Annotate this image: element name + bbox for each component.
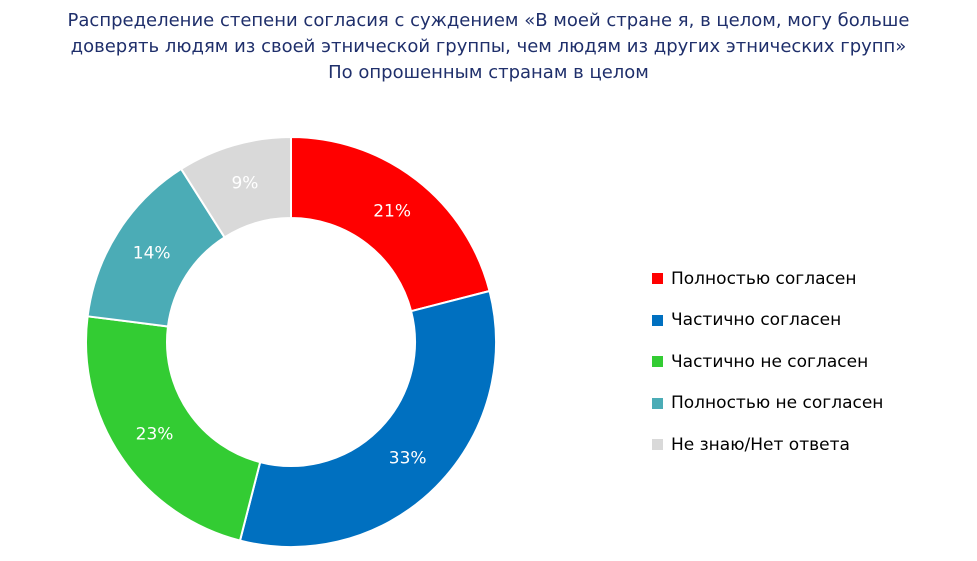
slice-label-partly-disagree: 23% xyxy=(136,425,174,445)
legend-item-dont-know: Не знаю/Нет ответа xyxy=(652,424,883,466)
donut-slice-partly-agree xyxy=(238,289,497,548)
slice-label-fully-agree: 21% xyxy=(373,202,411,222)
donut-slice-partly-disagree xyxy=(85,315,262,542)
slice-label-dont-know: 9% xyxy=(231,174,258,194)
slice-label-partly-agree: 33% xyxy=(389,449,427,469)
slice-label-fully-disagree: 14% xyxy=(133,244,171,264)
chart-legend: Полностью согласен Частично согласен Час… xyxy=(652,258,883,466)
legend-item-fully-agree: Полностью согласен xyxy=(652,258,883,300)
chart-title-line-2: доверять людям из своей этнической групп… xyxy=(70,36,907,57)
legend-swatch xyxy=(652,314,663,326)
legend-swatch xyxy=(652,397,663,409)
legend-item-partly-disagree: Частично не согласен xyxy=(652,341,883,383)
chart-title-line-3: По опрошенным странам в целом xyxy=(328,62,649,83)
legend-item-partly-agree: Частично согласен xyxy=(652,300,883,342)
legend-item-fully-disagree: Полностью не согласен xyxy=(652,383,883,425)
legend-swatch xyxy=(652,273,663,285)
chart-title-line-1: Распределение степени согласия с суждени… xyxy=(67,10,910,31)
legend-label: Полностью согласен xyxy=(671,268,857,289)
donut-slice-dont-know xyxy=(179,135,292,239)
legend-swatch xyxy=(652,439,663,451)
legend-label: Частично не согласен xyxy=(671,351,869,372)
legend-label: Не знаю/Нет ответа xyxy=(671,434,850,455)
legend-label: Частично согласен xyxy=(671,310,842,331)
chart-title: Распределение степени согласия с суждени… xyxy=(0,8,977,86)
donut-slice-fully-agree xyxy=(290,135,491,313)
legend-label: Полностью не согласен xyxy=(671,393,884,414)
legend-swatch xyxy=(652,356,663,368)
